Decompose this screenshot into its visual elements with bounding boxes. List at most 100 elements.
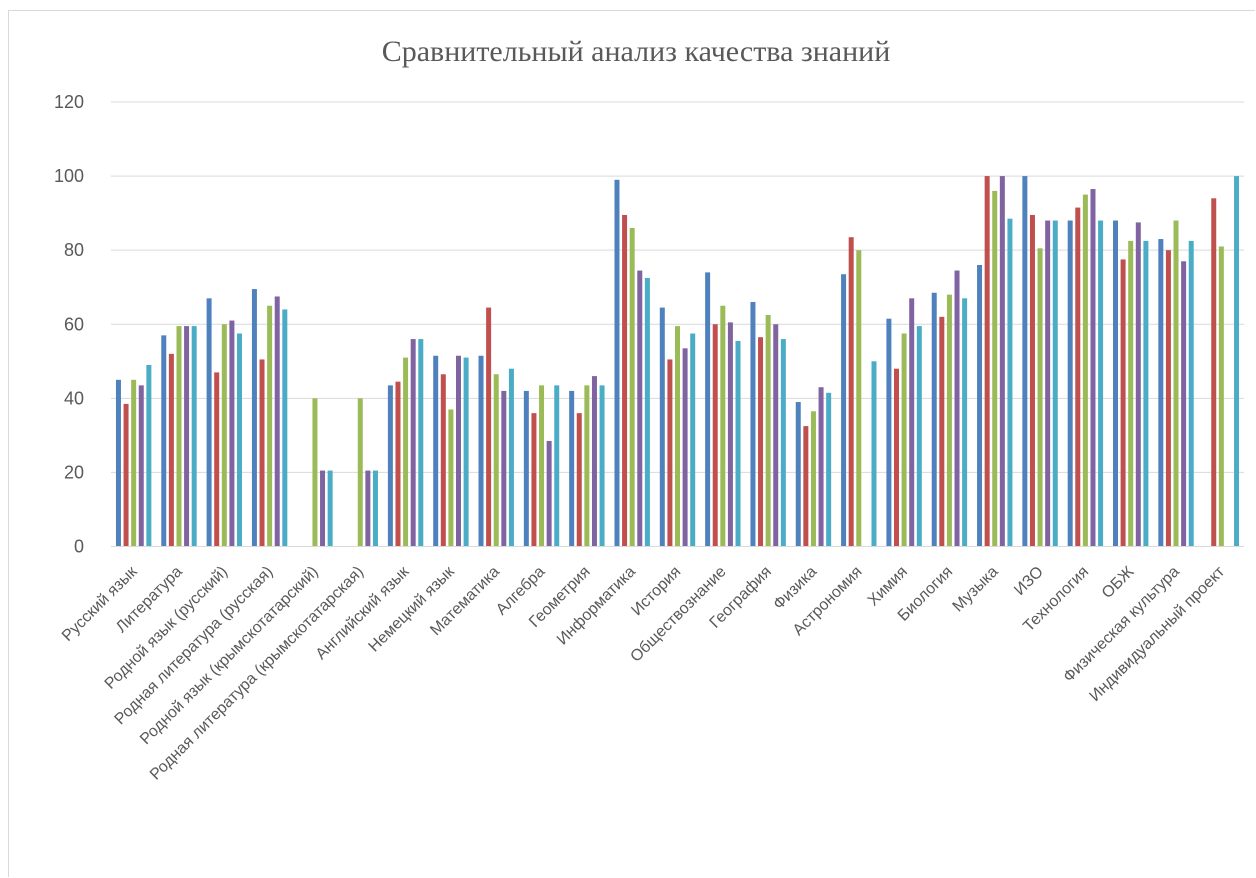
bar bbox=[168, 353, 174, 547]
bar bbox=[478, 355, 484, 547]
y-axis-ticks: 0 20 40 60 80 100 120 bbox=[54, 92, 84, 557]
y-tick-label: 60 bbox=[64, 314, 84, 334]
bar bbox=[448, 409, 454, 547]
bar bbox=[1045, 220, 1051, 547]
bar bbox=[161, 335, 167, 547]
bar bbox=[267, 305, 273, 547]
bar bbox=[886, 318, 892, 547]
bar bbox=[954, 270, 960, 547]
bar bbox=[591, 376, 597, 547]
x-tick-label: ОБЖ bbox=[1099, 563, 1138, 602]
bar bbox=[214, 372, 220, 547]
bar bbox=[1181, 261, 1187, 547]
bar bbox=[977, 264, 983, 547]
bar bbox=[1143, 240, 1149, 547]
bar bbox=[131, 379, 137, 547]
y-tick-label: 100 bbox=[54, 166, 84, 186]
bar bbox=[138, 385, 144, 547]
bar bbox=[599, 385, 605, 547]
bar bbox=[871, 361, 877, 547]
bar bbox=[1052, 220, 1058, 547]
bar bbox=[123, 403, 129, 547]
bar bbox=[463, 357, 469, 547]
bar bbox=[576, 413, 582, 547]
bar bbox=[282, 309, 288, 547]
bar bbox=[206, 298, 212, 547]
bar bbox=[493, 374, 499, 547]
y-tick-label: 40 bbox=[64, 388, 84, 408]
bar bbox=[327, 470, 333, 547]
bar bbox=[1090, 189, 1096, 547]
bar bbox=[894, 368, 899, 547]
bar bbox=[1067, 220, 1073, 547]
bar bbox=[456, 355, 461, 547]
bar bbox=[1098, 220, 1104, 547]
bar bbox=[946, 294, 952, 547]
bar bbox=[818, 387, 824, 547]
bar bbox=[1120, 259, 1126, 547]
bar bbox=[259, 359, 265, 547]
x-tick-label: Музыка bbox=[950, 563, 1002, 615]
bar bbox=[1022, 176, 1028, 547]
bar bbox=[176, 326, 182, 547]
bar bbox=[584, 385, 590, 547]
x-tick-label: Родная литература (крымскотатарская) bbox=[147, 563, 367, 783]
bar bbox=[1218, 246, 1224, 547]
bar bbox=[939, 316, 945, 547]
bar bbox=[320, 470, 326, 547]
bar bbox=[848, 237, 854, 547]
bar bbox=[712, 324, 718, 547]
bar bbox=[810, 411, 816, 547]
bar bbox=[1113, 220, 1118, 547]
bar bbox=[1029, 214, 1035, 547]
bar bbox=[531, 413, 537, 547]
bar bbox=[546, 440, 552, 547]
x-tick-label: Информатика bbox=[554, 563, 639, 648]
bar bbox=[1234, 176, 1240, 547]
bar bbox=[795, 402, 801, 547]
bar bbox=[909, 298, 915, 547]
chart-frame bbox=[8, 10, 1255, 877]
bar bbox=[221, 324, 227, 547]
bar bbox=[682, 348, 688, 547]
bar bbox=[184, 326, 190, 547]
bar bbox=[659, 307, 665, 547]
bar bbox=[780, 339, 786, 547]
bar bbox=[523, 390, 529, 547]
bar bbox=[765, 314, 771, 547]
bar bbox=[403, 357, 409, 547]
bar bbox=[629, 227, 635, 547]
bar bbox=[916, 326, 922, 547]
bar bbox=[1135, 222, 1141, 547]
bar bbox=[637, 270, 643, 547]
bar bbox=[229, 320, 235, 547]
bar bbox=[1173, 220, 1179, 547]
y-tick-label: 0 bbox=[74, 537, 84, 557]
bar bbox=[410, 339, 416, 547]
bar bbox=[931, 292, 937, 547]
bar bbox=[826, 392, 832, 547]
bar bbox=[614, 179, 620, 547]
y-tick-label: 120 bbox=[54, 92, 84, 112]
bar bbox=[999, 176, 1005, 547]
bar bbox=[984, 176, 990, 547]
bar bbox=[191, 326, 197, 547]
bar bbox=[274, 296, 280, 547]
bars bbox=[115, 176, 1240, 547]
bar bbox=[372, 470, 378, 547]
bar bbox=[1158, 239, 1164, 547]
bar bbox=[750, 302, 756, 547]
bar bbox=[395, 381, 401, 547]
bar bbox=[418, 339, 424, 547]
bar bbox=[146, 365, 152, 547]
bar bbox=[644, 277, 650, 547]
y-tick-label: 20 bbox=[64, 462, 84, 482]
chart-title: Сравнительный анализ качества знаний bbox=[382, 35, 891, 68]
bar bbox=[758, 337, 764, 547]
bar bbox=[387, 385, 393, 547]
bar bbox=[1075, 207, 1081, 547]
bar bbox=[1007, 218, 1013, 547]
bar bbox=[1128, 240, 1134, 547]
